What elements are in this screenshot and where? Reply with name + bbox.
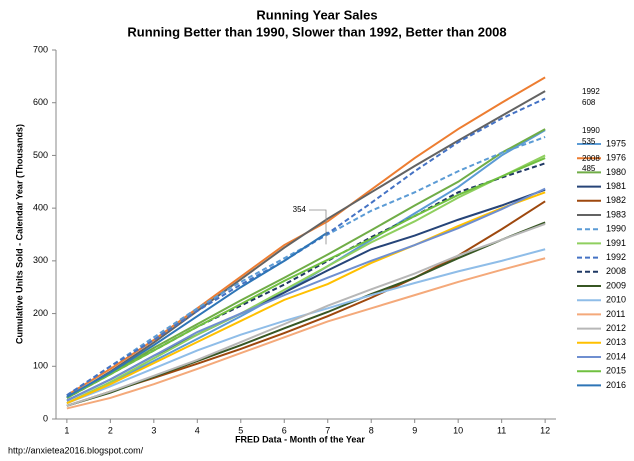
legend-label: 1976 [606, 153, 626, 163]
series-line [66, 223, 546, 407]
x-tick-label: 1 [64, 425, 69, 435]
x-tick-label: 12 [540, 425, 550, 435]
y-tick-label: 600 [33, 97, 48, 107]
y-axis-title: Cumulative Units Sold - Calendar Year (T… [14, 124, 24, 344]
legend-label: 2011 [606, 309, 625, 319]
legend-label: 1981 [606, 181, 626, 191]
legend-label: 2009 [606, 280, 626, 290]
annotation-leader [309, 209, 327, 245]
y-tick-label: 100 [33, 361, 48, 371]
legend-label: 2015 [606, 366, 626, 376]
series-line [66, 191, 546, 405]
annotation: 608 [582, 98, 596, 107]
series-line [66, 90, 546, 399]
x-tick-label: 2 [108, 425, 113, 435]
legend-label: 1980 [606, 167, 626, 177]
y-tick-label: 200 [33, 308, 48, 318]
annotation: 535 [582, 137, 596, 146]
y-tick-label: 300 [33, 255, 48, 265]
x-tick-label: 3 [151, 425, 156, 435]
legend-label: 1992 [606, 252, 626, 262]
annotation: 354 [293, 205, 307, 214]
x-tick-label: 6 [282, 425, 287, 435]
x-tick-label: 9 [412, 425, 417, 435]
series-line [66, 128, 546, 399]
annotation: 2008 [582, 154, 600, 163]
series-line [66, 187, 546, 402]
series-line [66, 154, 546, 405]
x-tick-label: 8 [369, 425, 374, 435]
legend-label: 1983 [606, 209, 626, 219]
legend-label: 2014 [606, 351, 626, 361]
legend-label: 1975 [606, 138, 626, 148]
series-line [66, 157, 546, 399]
annotation: 485 [582, 164, 596, 173]
chart-subtitle: Running Better than 1990, Slower than 19… [127, 24, 506, 39]
legend-label: 2012 [606, 323, 626, 333]
annotation: 1990 [582, 126, 600, 135]
series-line [66, 248, 546, 405]
chart-title: Running Year Sales [256, 7, 377, 22]
source-url: http://anxietea2016.blogspot.com/ [8, 445, 144, 455]
x-tick-label: 7 [325, 425, 330, 435]
series-line [66, 231, 329, 398]
annotation: 1992 [582, 87, 600, 96]
legend-label: 2016 [606, 380, 626, 390]
legend-label: 1991 [606, 238, 626, 248]
series-line [66, 257, 546, 410]
legend-label: 1982 [606, 195, 626, 205]
y-tick-label: 400 [33, 203, 48, 213]
y-tick-label: 500 [33, 150, 48, 160]
y-tick-label: 700 [33, 44, 48, 54]
legend-label: 2008 [606, 266, 626, 276]
x-tick-label: 4 [195, 425, 200, 435]
x-tick-label: 5 [238, 425, 243, 435]
y-tick-label: 0 [43, 413, 48, 423]
series-line [66, 76, 546, 397]
legend-label: 1990 [606, 224, 626, 234]
legend-label: 2010 [606, 295, 626, 305]
x-tick-label: 10 [453, 425, 463, 435]
x-axis-title: FRED Data - Month of the Year [235, 434, 365, 444]
x-tick-label: 11 [497, 425, 506, 435]
legend-label: 2013 [606, 337, 626, 347]
series-line [66, 129, 546, 405]
